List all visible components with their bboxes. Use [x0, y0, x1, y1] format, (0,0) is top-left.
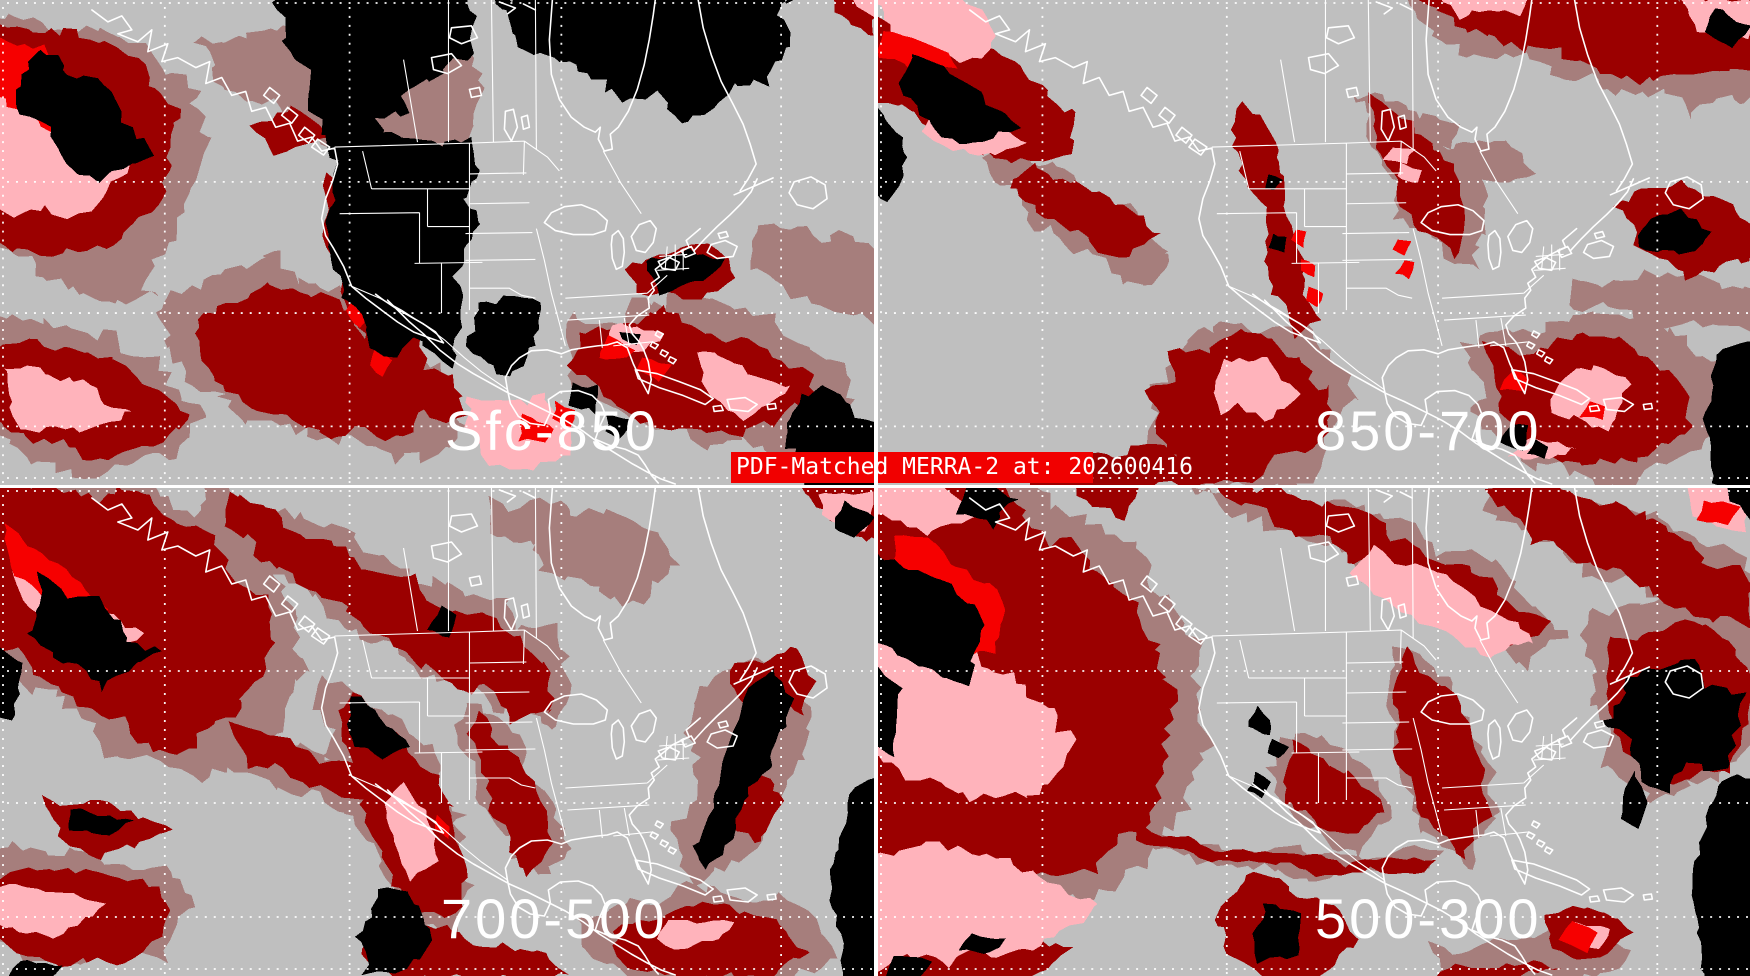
data-blobs-layer	[878, 0, 1750, 485]
state-borders-path	[1211, 488, 1566, 881]
title-banner-text: PDF-Matched MERRA-2 at: 202600416	[736, 454, 1193, 480]
state-borders-path	[334, 0, 690, 391]
divider-horizontal	[0, 485, 1750, 488]
great-lakes-path	[1420, 693, 1573, 761]
graticule-lines	[878, 488, 1750, 976]
panel-850-700	[878, 0, 1750, 485]
panel-label-700-500: 700-500	[441, 887, 668, 950]
panel-500-300	[878, 488, 1750, 976]
panel-map-svg	[0, 488, 874, 976]
panel-label-sfc-850: Sfc-850	[445, 399, 659, 462]
graticule-lines	[878, 0, 1750, 485]
coastline-path	[968, 0, 1704, 485]
panel-label-850-700: 850-700	[1315, 399, 1542, 462]
data-blobs-layer	[0, 488, 874, 976]
panel-map-svg	[878, 488, 1750, 976]
state-borders-path	[334, 488, 690, 881]
panel-map-svg	[878, 0, 1750, 485]
graticule-lines	[0, 0, 874, 485]
title-banner: PDF-Matched MERRA-2 at: 202600416	[731, 452, 1193, 483]
basemap-layer	[878, 488, 1750, 976]
basemap-layer	[878, 0, 1750, 485]
great-lakes-path	[543, 693, 697, 761]
coastline-path	[968, 488, 1704, 976]
panel-700-500	[0, 488, 874, 976]
basemap-layer	[0, 488, 874, 976]
great-lakes-path	[543, 203, 697, 272]
data-blobs-layer	[878, 488, 1750, 976]
panel-sfc-850	[0, 0, 874, 485]
coastline-path	[91, 0, 828, 485]
data-blobs-layer	[0, 0, 874, 485]
panel-map-svg	[0, 0, 874, 485]
basemap-layer	[0, 0, 874, 485]
graticule-lines	[0, 488, 874, 976]
divider-vertical	[874, 0, 878, 976]
great-lakes-path	[1420, 203, 1573, 272]
state-borders-path	[1211, 0, 1566, 391]
panel-label-500-300: 500-300	[1315, 887, 1542, 950]
coastline-path	[91, 488, 828, 976]
